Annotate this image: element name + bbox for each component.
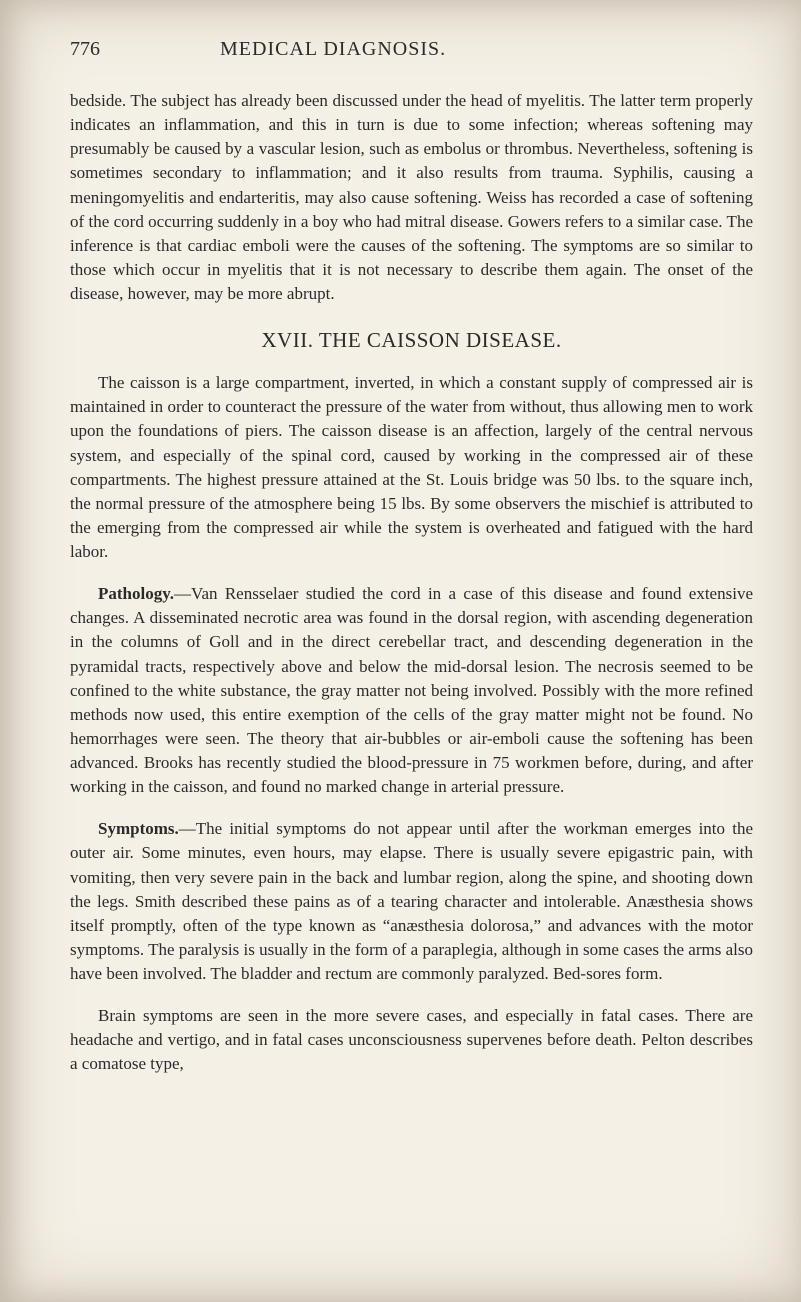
page-number: 776: [70, 38, 100, 61]
paragraph-4: Symptoms.—The initial symptoms do not ap…: [70, 817, 753, 986]
paragraph-3: Pathology.—Van Rensselaer studied the co…: [70, 582, 753, 799]
symptoms-heading: Symptoms.: [98, 819, 179, 838]
running-title: MEDICAL DIAGNOSIS.: [220, 38, 446, 61]
section-title: XVII. THE CAISSON DISEASE.: [70, 328, 753, 353]
pathology-heading: Pathology.: [98, 584, 174, 603]
paragraph-3-body: —Van Rensselaer studied the cord in a ca…: [70, 584, 753, 796]
paragraph-4-body: —The initial symptoms do not appear unti…: [70, 819, 753, 983]
paragraph-5: Brain symptoms are seen in the more seve…: [70, 1004, 753, 1076]
page-header: 776 MEDICAL DIAGNOSIS.: [70, 38, 753, 61]
paragraph-1: bedside. The subject has already been di…: [70, 89, 753, 306]
paragraph-2: The caisson is a large compartment, inve…: [70, 371, 753, 564]
